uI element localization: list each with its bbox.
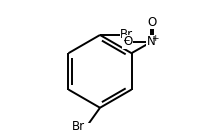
Text: O: O <box>123 36 132 49</box>
Text: Br: Br <box>120 29 133 42</box>
Text: −: − <box>122 35 130 44</box>
Text: +: + <box>151 34 159 43</box>
Text: O: O <box>148 16 157 29</box>
Text: N: N <box>147 36 155 49</box>
Text: Br: Br <box>72 120 85 133</box>
